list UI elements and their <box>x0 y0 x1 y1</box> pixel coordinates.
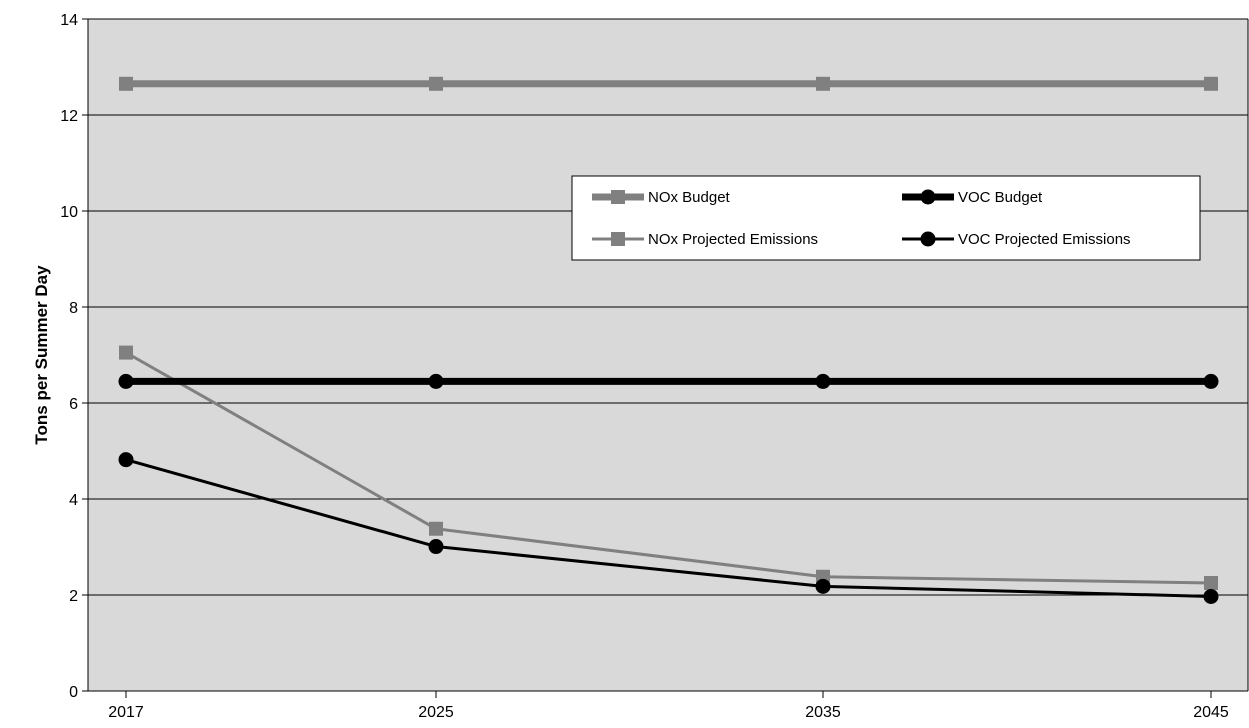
series-voc-budget <box>118 373 1219 389</box>
plot-area <box>88 19 1248 691</box>
legend-entry: VOC Projected Emissions <box>902 231 1131 248</box>
series-nox-budget <box>119 76 1218 91</box>
legend-swatch-marker <box>920 231 936 247</box>
series <box>118 76 1219 604</box>
legend-box <box>571 175 1201 261</box>
series-voc-projected-emissions <box>118 452 1219 604</box>
data-point <box>119 345 133 360</box>
data-point <box>428 373 444 389</box>
x-tick-label: 2035 <box>805 704 841 721</box>
data-point <box>815 373 831 389</box>
legend-label: VOC Budget <box>958 189 1043 206</box>
series-line <box>125 458 1212 598</box>
data-point <box>816 76 830 91</box>
y-tick-label: 14 <box>60 12 78 29</box>
data-point <box>428 539 444 555</box>
legend-swatch-marker <box>611 232 625 246</box>
y-tick-label: 10 <box>60 204 78 221</box>
data-point <box>118 452 134 468</box>
legend-entry: NOx Projected Emissions <box>592 231 818 248</box>
data-point <box>119 76 133 91</box>
legend-entry: NOx Budget <box>592 189 731 206</box>
legend-label: NOx Projected Emissions <box>648 231 818 248</box>
x-tick-label: 2017 <box>108 704 144 721</box>
series-line <box>125 351 1212 585</box>
y-tick-label: 4 <box>69 492 78 509</box>
y-tick-label: 6 <box>69 396 78 413</box>
legend-label: NOx Budget <box>648 189 731 206</box>
y-tick-label: 2 <box>69 588 78 605</box>
y-axis-label: Tons per Summer Day <box>32 265 51 445</box>
data-point <box>118 373 134 389</box>
legend-entry: VOC Budget <box>902 189 1043 206</box>
y-tick-label: 8 <box>69 300 78 317</box>
legend: NOx Budget VOC Budget NOx Projected Emissi… <box>571 175 1201 261</box>
axes: 0 2 4 6 8 10 12 14 2017 2025 2035 2045 <box>60 12 1249 721</box>
data-point <box>429 76 443 91</box>
y-tick-label: 0 <box>69 684 78 701</box>
data-point <box>1203 588 1219 604</box>
y-tick-label: 12 <box>60 108 78 125</box>
data-point <box>1204 576 1218 590</box>
data-point <box>1204 76 1218 91</box>
data-point <box>1203 373 1219 389</box>
legend-label: VOC Projected Emissions <box>958 231 1131 248</box>
x-tick-label: 2025 <box>418 704 454 721</box>
legend-swatch-marker <box>611 190 625 204</box>
data-point <box>815 578 831 594</box>
data-point <box>429 521 443 536</box>
legend-swatch-marker <box>920 189 936 205</box>
x-tick-label: 2045 <box>1193 704 1229 721</box>
